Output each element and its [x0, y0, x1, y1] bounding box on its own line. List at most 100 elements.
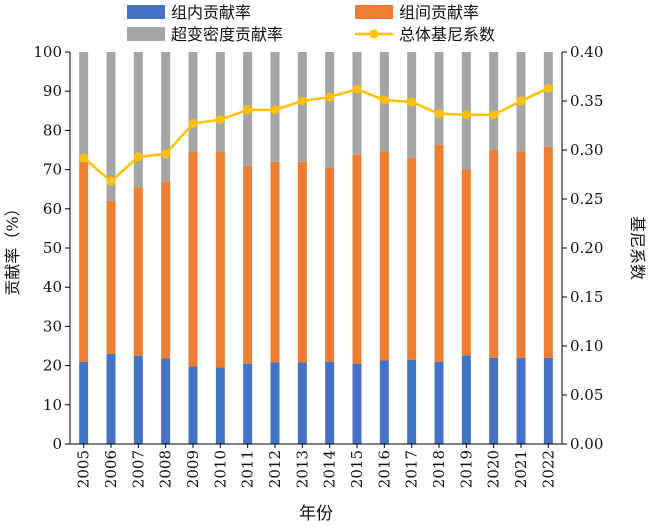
bar-segment: [297, 161, 307, 363]
bar-segment: [161, 358, 171, 444]
y-tick-label: 40: [43, 278, 62, 296]
bar-segment: [489, 357, 499, 444]
x-tick-label: 2014: [321, 450, 339, 488]
gini-point: [543, 83, 553, 93]
bar-segment: [215, 151, 225, 368]
y-tick-label: 60: [43, 200, 62, 218]
gini-point: [434, 109, 444, 119]
gini-point: [297, 96, 307, 106]
gini-point: [270, 105, 280, 115]
bar-segment: [461, 169, 471, 356]
gini-point: [407, 97, 417, 107]
x-axis-label: 年份: [299, 504, 333, 524]
x-tick-label: 2012: [266, 450, 284, 488]
x-tick-label: 2017: [403, 450, 421, 488]
gini-point: [461, 110, 471, 120]
y2-tick-label: 0.00: [570, 435, 603, 453]
legend-swatch: [127, 27, 165, 41]
bar-segment: [270, 161, 280, 363]
bar-segment: [106, 200, 116, 354]
bar-segment: [407, 157, 417, 360]
x-tick-label: 2010: [211, 450, 229, 488]
bar-segment: [243, 363, 253, 444]
y2-tick-label: 0.30: [570, 141, 603, 159]
y2-tick-label: 0.10: [570, 337, 603, 355]
gini-point: [325, 92, 335, 102]
bar-segment: [543, 52, 553, 147]
bar-segment: [379, 360, 389, 444]
gini-point: [133, 152, 143, 162]
bar-segment: [325, 361, 335, 444]
bar-segment: [106, 52, 116, 201]
y-tick-label: 90: [43, 82, 62, 100]
legend-label: 组内贡献率: [171, 3, 251, 22]
x-tick-label: 2009: [184, 450, 202, 488]
y-tick-label: 10: [43, 396, 62, 414]
bar-segment: [516, 151, 526, 358]
y-tick-label: 0: [52, 435, 62, 453]
bar-segment: [352, 52, 362, 155]
bar-segment: [325, 167, 335, 362]
legend-swatch: [355, 5, 393, 19]
x-tick-label: 2015: [348, 450, 366, 488]
bar-segment: [516, 357, 526, 444]
y-tick-label: 20: [43, 357, 62, 375]
bar-segment: [543, 146, 553, 358]
y2-axis-label: 基尼系数: [628, 216, 647, 280]
x-tick-label: 2005: [75, 450, 93, 488]
bar-segment: [489, 150, 499, 358]
bar-segment: [188, 366, 198, 444]
bar-segment: [161, 181, 171, 359]
legend-label: 超变密度贡献率: [171, 25, 283, 44]
y2-tick-label: 0.15: [570, 288, 603, 306]
bar-segment: [133, 52, 143, 188]
x-tick-label: 2008: [157, 450, 175, 488]
y-tick-label: 50: [43, 239, 62, 257]
bar-segment: [215, 52, 225, 152]
bar-segment: [133, 355, 143, 444]
x-tick-label: 2006: [102, 450, 120, 488]
x-tick-label: 2007: [129, 450, 147, 488]
x-tick-label: 2013: [293, 450, 311, 488]
y-tick-label: 80: [43, 121, 62, 139]
bars: [79, 52, 553, 444]
bar-segment: [543, 357, 553, 444]
y2-tick-label: 0.35: [570, 92, 603, 110]
bar-segment: [161, 52, 171, 182]
gini-point: [106, 176, 116, 186]
gini-line-path: [82, 87, 549, 184]
x-tick-label: 2022: [539, 450, 557, 488]
bar-segment: [270, 362, 280, 444]
bar-segment: [188, 151, 198, 367]
x-tick-label: 2018: [430, 450, 448, 488]
legend-label: 总体基尼系数: [399, 25, 495, 44]
y2-tick-label: 0.40: [570, 43, 603, 61]
gini-line: [79, 83, 553, 186]
gini-point: [516, 96, 526, 106]
bar-segment: [379, 151, 389, 361]
y2-tick-label: 0.20: [570, 239, 603, 257]
y2-tick-label: 0.25: [570, 190, 603, 208]
bar-segment: [434, 361, 444, 444]
gini-point: [379, 95, 389, 105]
bar-segment: [461, 355, 471, 444]
y2-tick-label: 0.05: [570, 386, 603, 404]
bar-segment: [215, 367, 225, 444]
y-axis-label: 贡献率（%）: [3, 200, 22, 295]
bar-segment: [434, 52, 444, 145]
bar-segment: [297, 52, 307, 162]
bar-segment: [489, 52, 499, 150]
x-tick-label: 2016: [375, 450, 393, 488]
gini-point: [352, 84, 362, 94]
x-tick-label: 2020: [485, 450, 503, 488]
bar-segment: [407, 359, 417, 444]
bar-segment: [297, 362, 307, 444]
axes: 0 10 20 30 40 50 60 70 80 90 100 0.00 0.05 0.10 0.15 0.…: [33, 43, 603, 488]
gini-point: [215, 115, 225, 125]
bar-segment: [79, 52, 89, 162]
x-tick-label: 2019: [457, 450, 475, 488]
legend-label: 组间贡献率: [399, 3, 479, 22]
bar-segment: [434, 144, 444, 362]
